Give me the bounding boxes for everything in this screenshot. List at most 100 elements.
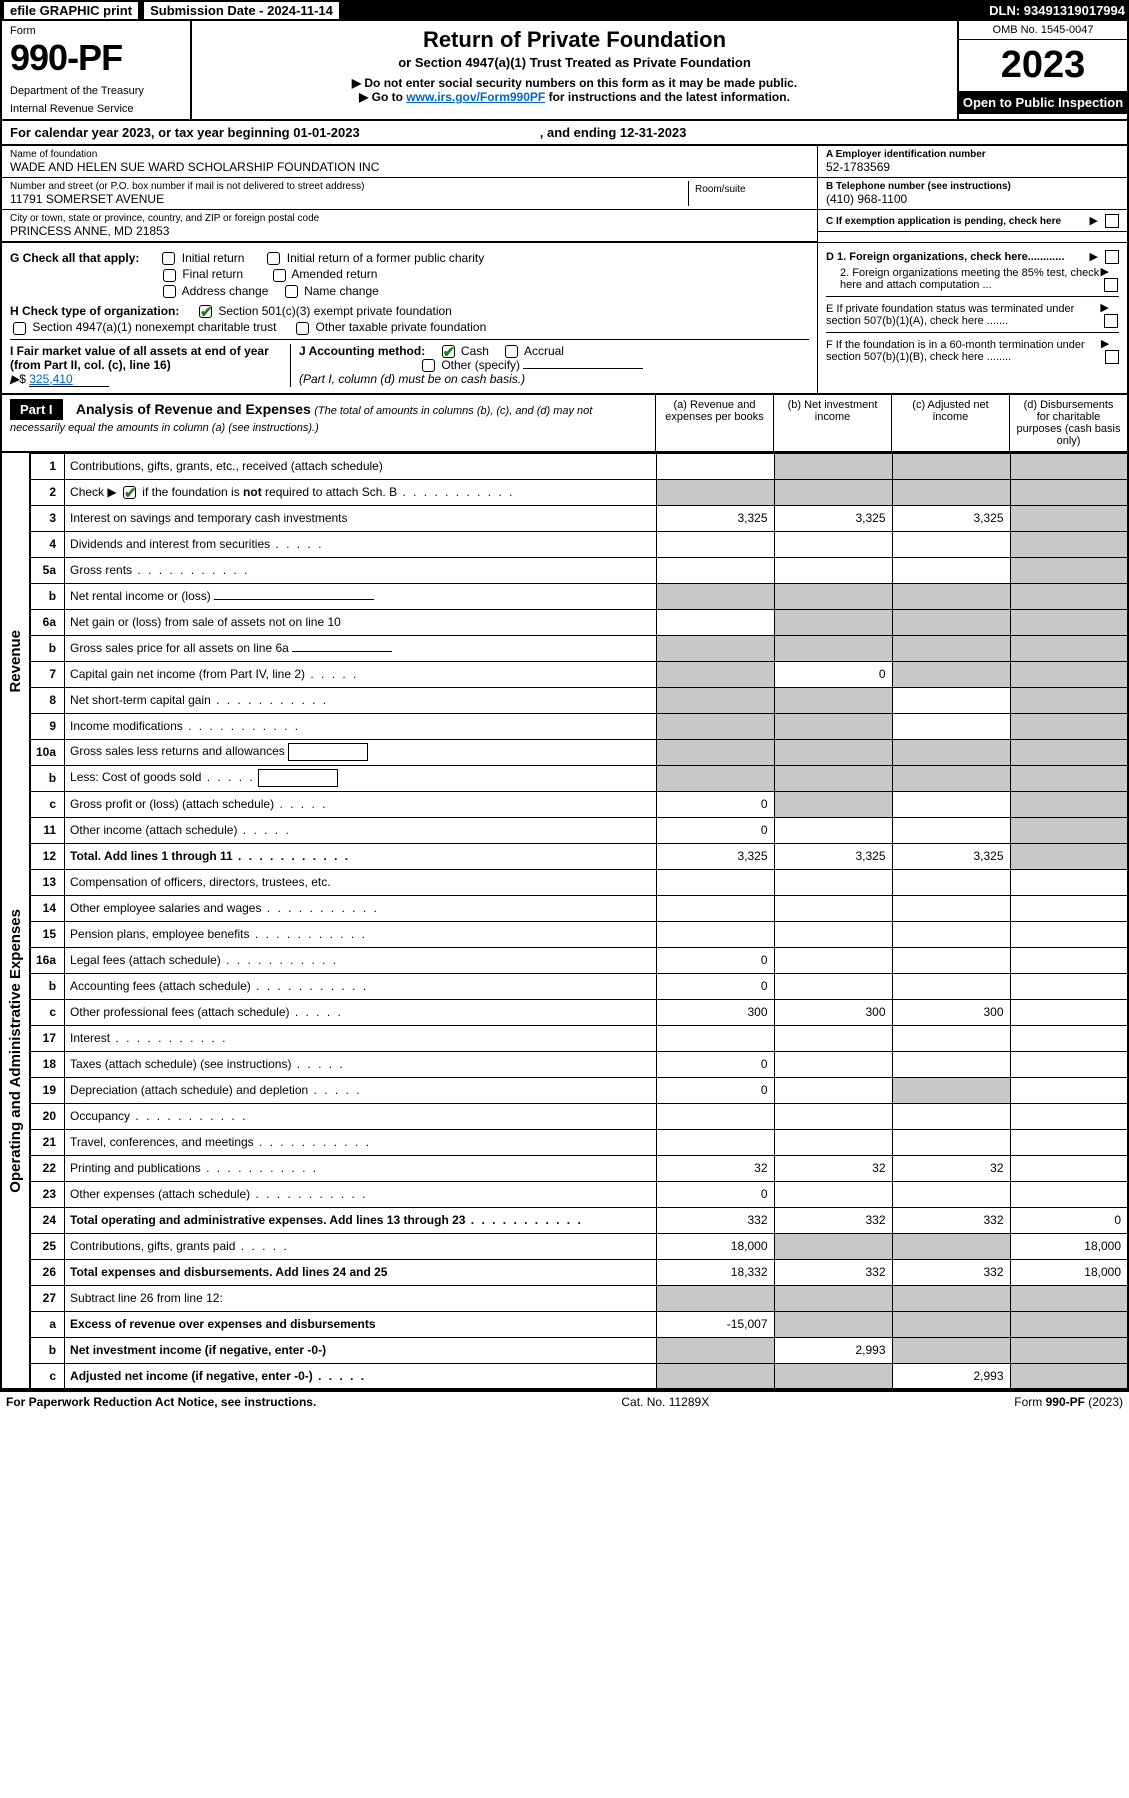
street-address: 11791 SOMERSET AVENUE xyxy=(10,192,688,206)
section-d2: 2. Foreign organizations meeting the 85%… xyxy=(826,265,1119,292)
row-15: 15Pension plans, employee benefits xyxy=(1,921,1128,947)
address-row: Number and street (or P.O. box number if… xyxy=(2,178,817,210)
form-instruction-2: ▶ Go to www.irs.gov/Form990PF for instru… xyxy=(202,90,947,104)
row-4: 4Dividends and interest from securities xyxy=(1,531,1128,557)
col-d-head: (d) Disbursements for charitable purpose… xyxy=(1009,395,1127,451)
check-name[interactable] xyxy=(285,285,298,298)
part1-title: Analysis of Revenue and Expenses xyxy=(76,401,311,417)
section-c-row: C If exemption application is pending, c… xyxy=(818,211,1127,232)
opexp-side-label: Operating and Administrative Expenses xyxy=(7,909,24,1193)
telephone-row: B Telephone number (see instructions) (4… xyxy=(818,178,1127,210)
dln: DLN: 93491319017994 xyxy=(989,3,1125,18)
check-other-taxable[interactable] xyxy=(296,322,309,335)
section-f: F If the foundation is in a 60-month ter… xyxy=(826,332,1119,364)
irs-link[interactable]: www.irs.gov/Form990PF xyxy=(406,90,545,104)
check-amended[interactable] xyxy=(273,269,286,282)
row-8: 8Net short-term capital gain xyxy=(1,687,1128,713)
check-4947[interactable] xyxy=(13,322,26,335)
section-i: I Fair market value of all assets at end… xyxy=(10,344,290,387)
row-5b: bNet rental income or (loss) xyxy=(1,583,1128,609)
section-g: G Check all that apply: Initial return I… xyxy=(10,251,809,265)
form-title: Return of Private Foundation xyxy=(202,27,947,53)
row-10b: bLess: Cost of goods sold xyxy=(1,765,1128,791)
row-19: 19Depreciation (attach schedule) and dep… xyxy=(1,1077,1128,1103)
cat-number: Cat. No. 11289X xyxy=(621,1395,709,1409)
row-6a: 6aNet gain or (loss) from sale of assets… xyxy=(1,609,1128,635)
row-27: 27Subtract line 26 from line 12: xyxy=(1,1285,1128,1311)
check-other-method[interactable] xyxy=(422,359,435,372)
row-1: Revenue 1Contributions, gifts, grants, e… xyxy=(1,453,1128,479)
form-instruction-1: ▶ Do not enter social security numbers o… xyxy=(202,76,947,90)
form-title-block: Return of Private Foundation or Section … xyxy=(192,21,957,119)
tax-year: 2023 xyxy=(959,40,1127,91)
calendar-year-row: For calendar year 2023, or tax year begi… xyxy=(0,121,1129,146)
check-d1[interactable] xyxy=(1105,250,1119,264)
section-e: E If private foundation status was termi… xyxy=(826,296,1119,328)
efile-badge[interactable]: efile GRAPHIC print xyxy=(4,2,138,19)
open-inspection: Open to Public Inspection xyxy=(959,91,1127,114)
row-16c: cOther professional fees (attach schedul… xyxy=(1,999,1128,1025)
top-bar: efile GRAPHIC print Submission Date - 20… xyxy=(0,0,1129,21)
row-27b: bNet investment income (if negative, ent… xyxy=(1,1337,1128,1363)
telephone-value: (410) 968-1100 xyxy=(826,192,1119,206)
row-13: Operating and Administrative Expenses 13… xyxy=(1,869,1128,895)
form-footer-id: Form 990-PF (2023) xyxy=(1014,1395,1123,1409)
row-26: 26Total expenses and disbursements. Add … xyxy=(1,1259,1128,1285)
row-25: 25Contributions, gifts, grants paid 18,0… xyxy=(1,1233,1128,1259)
form-header: Form 990-PF Department of the Treasury I… xyxy=(0,21,1129,121)
row-10c: cGross profit or (loss) (attach schedule… xyxy=(1,791,1128,817)
check-schb[interactable] xyxy=(123,486,136,499)
ein-value: 52-1783569 xyxy=(826,160,1119,174)
fmv-value[interactable]: 325,410 xyxy=(29,372,109,387)
check-c[interactable] xyxy=(1105,214,1119,228)
check-final[interactable] xyxy=(163,269,176,282)
row-22: 22Printing and publications 323232 xyxy=(1,1155,1128,1181)
check-e[interactable] xyxy=(1104,314,1118,328)
form-number-block: Form 990-PF Department of the Treasury I… xyxy=(2,21,192,119)
check-address[interactable] xyxy=(163,285,176,298)
entity-block: Name of foundation WADE AND HELEN SUE WA… xyxy=(0,146,1129,242)
row-14: 14Other employee salaries and wages xyxy=(1,895,1128,921)
check-501c3[interactable] xyxy=(199,305,212,318)
check-cash[interactable] xyxy=(442,345,455,358)
form-year-block: OMB No. 1545-0047 2023 Open to Public In… xyxy=(957,21,1127,119)
part1-table: Revenue 1Contributions, gifts, grants, e… xyxy=(0,453,1129,1391)
row-20: 20Occupancy xyxy=(1,1103,1128,1129)
section-d1: D 1. Foreign organizations, check here..… xyxy=(826,250,1119,264)
form-subtitle: or Section 4947(a)(1) Trust Treated as P… xyxy=(202,55,947,70)
part1-label: Part I xyxy=(10,399,63,420)
row-24: 24Total operating and administrative exp… xyxy=(1,1207,1128,1233)
row-27a: aExcess of revenue over expenses and dis… xyxy=(1,1311,1128,1337)
row-5a: 5aGross rents xyxy=(1,557,1128,583)
row-17: 17Interest xyxy=(1,1025,1128,1051)
foundation-name: WADE AND HELEN SUE WARD SCHOLARSHIP FOUN… xyxy=(10,160,809,174)
check-accrual[interactable] xyxy=(505,345,518,358)
row-16a: 16aLegal fees (attach schedule) 0 xyxy=(1,947,1128,973)
room-suite-label: Room/suite xyxy=(689,181,809,206)
dept-treasury: Department of the Treasury xyxy=(10,85,182,97)
cal-begin: For calendar year 2023, or tax year begi… xyxy=(10,125,360,140)
check-f[interactable] xyxy=(1105,350,1119,364)
row-3: 3Interest on savings and temporary cash … xyxy=(1,505,1128,531)
section-j: J Accounting method: Cash Accrual Other … xyxy=(290,344,809,387)
row-18: 18Taxes (attach schedule) (see instructi… xyxy=(1,1051,1128,1077)
irs-label: Internal Revenue Service xyxy=(10,103,182,115)
row-21: 21Travel, conferences, and meetings xyxy=(1,1129,1128,1155)
check-d2[interactable] xyxy=(1104,278,1118,292)
row-6b: bGross sales price for all assets on lin… xyxy=(1,635,1128,661)
city-row: City or town, state or province, country… xyxy=(2,210,817,242)
section-h: H Check type of organization: Section 50… xyxy=(10,304,809,318)
row-11: 11Other income (attach schedule) 0 xyxy=(1,817,1128,843)
part1-header-row: Part I Analysis of Revenue and Expenses … xyxy=(0,395,1129,453)
paperwork-notice: For Paperwork Reduction Act Notice, see … xyxy=(6,1395,316,1409)
col-b-head: (b) Net investment income xyxy=(773,395,891,451)
row-10a: 10aGross sales less returns and allowanc… xyxy=(1,739,1128,765)
check-initial[interactable] xyxy=(162,252,175,265)
row-9: 9Income modifications xyxy=(1,713,1128,739)
col-a-head: (a) Revenue and expenses per books xyxy=(655,395,773,451)
row-7: 7Capital gain net income (from Part IV, … xyxy=(1,661,1128,687)
check-initial-former[interactable] xyxy=(267,252,280,265)
row-2: 2 Check ▶ if the foundation is not requi… xyxy=(1,479,1128,505)
revenue-side-label: Revenue xyxy=(7,630,24,693)
section-ghij: G Check all that apply: Initial return I… xyxy=(0,242,1129,395)
